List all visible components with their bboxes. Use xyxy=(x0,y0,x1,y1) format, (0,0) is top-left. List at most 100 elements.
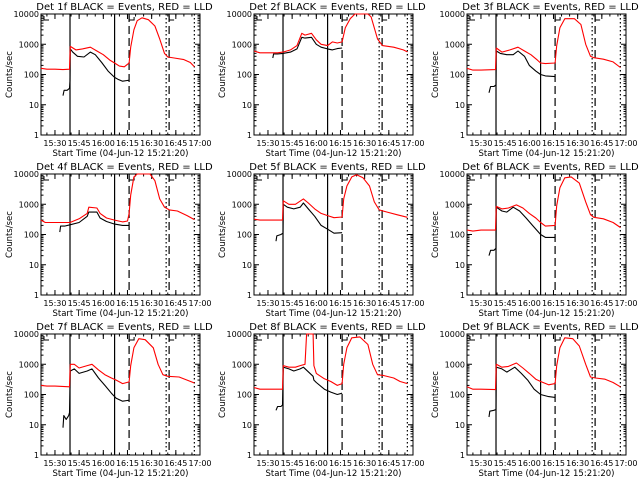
panel-title: Det 3f BLACK = Events, RED = LLD xyxy=(462,2,639,13)
y-tick-label: 10000 xyxy=(14,10,39,19)
x-tick-label: 16:00 xyxy=(305,139,328,148)
y-tick-label: 1 xyxy=(34,131,39,140)
interval-marker xyxy=(168,336,175,341)
y-tick-label: 100 xyxy=(450,231,465,240)
y-tick-label: 1000 xyxy=(19,200,39,209)
y-tick-label: 1 xyxy=(247,131,252,140)
x-tick-label: 16:45 xyxy=(590,139,613,148)
x-tick-label: 16:30 xyxy=(353,139,376,148)
interval-marker xyxy=(43,176,49,181)
y-tick-label: 10000 xyxy=(440,170,465,179)
y-tick-label: 100 xyxy=(237,391,252,400)
plot-frame xyxy=(40,13,201,136)
series-lld-line xyxy=(466,18,621,71)
x-tick-label: 15:45 xyxy=(281,299,304,308)
series-events-line xyxy=(488,206,556,256)
y-tick-label: 100 xyxy=(237,231,252,240)
x-tick-label: 16:00 xyxy=(518,299,541,308)
interval-marker xyxy=(128,16,135,21)
y-tick-label: 1 xyxy=(34,451,39,460)
x-tick-label: 16:30 xyxy=(353,299,376,308)
panel-title: Det 9f BLACK = Events, RED = LLD xyxy=(462,322,639,333)
y-tick-label: 10 xyxy=(242,261,252,270)
x-tick-label: 15:45 xyxy=(281,139,304,148)
panel-title: Det 8f BLACK = Events, RED = LLD xyxy=(249,322,426,333)
x-tick-label: 16:45 xyxy=(377,299,400,308)
interval-marker xyxy=(469,16,475,21)
x-tick-label: 15:30 xyxy=(469,299,492,308)
y-axis-label: Counts/sec xyxy=(431,371,441,418)
y-tick-label: 100 xyxy=(24,231,39,240)
x-tick-label: 16:15 xyxy=(329,459,352,468)
panel-svg: Det 9f BLACK = Events, RED = LLD 1 10 100 10… xyxy=(431,322,639,479)
x-tick-label: 16:45 xyxy=(164,459,187,468)
y-axis-label: Counts/sec xyxy=(5,51,15,98)
interval-marker xyxy=(594,336,601,341)
x-tick-label: 16:15 xyxy=(116,459,139,468)
y-tick-label: 1 xyxy=(460,291,465,300)
y-tick-label: 10000 xyxy=(227,170,252,179)
x-tick-label: 16:15 xyxy=(116,139,139,148)
y-tick-label: 10 xyxy=(455,261,465,270)
plot-frame xyxy=(253,333,414,456)
x-tick-label: 16:30 xyxy=(140,299,163,308)
panel-svg: Det 4f BLACK = Events, RED = LLD 1 10 100 10… xyxy=(5,162,213,319)
interval-marker xyxy=(256,16,262,21)
y-tick-label: 10 xyxy=(455,421,465,430)
panel-title: Det 4f BLACK = Events, RED = LLD xyxy=(36,162,213,173)
x-tick-label: 16:30 xyxy=(566,299,589,308)
panel-title: Det 5f BLACK = Events, RED = LLD xyxy=(249,162,426,173)
plot-frame xyxy=(253,13,414,136)
x-tick-label: 15:30 xyxy=(256,299,279,308)
x-tick-label: 17:00 xyxy=(188,459,211,468)
series-lld-line xyxy=(40,17,195,71)
interval-marker xyxy=(381,176,388,181)
interval-marker xyxy=(256,336,262,341)
interval-marker xyxy=(168,176,175,181)
series-lld-line xyxy=(40,173,195,224)
x-tick-label: 16:15 xyxy=(542,139,565,148)
x-tick-label: 16:00 xyxy=(92,139,115,148)
y-tick-label: 10000 xyxy=(227,10,252,19)
x-tick-label: 15:30 xyxy=(469,459,492,468)
panel-det-1: Det 1f BLACK = Events, RED = LLD 1 10 100 10… xyxy=(0,0,213,160)
y-tick-label: 10 xyxy=(242,421,252,430)
series-lld-line xyxy=(466,176,621,232)
x-axis-label: Start Time (04-Jun-12 15:21:20) xyxy=(53,149,189,159)
y-tick-label: 100 xyxy=(450,391,465,400)
y-axis-label: Counts/sec xyxy=(5,211,15,258)
y-axis-label: Counts/sec xyxy=(218,211,228,258)
plot-frame xyxy=(466,173,627,296)
series-events-line xyxy=(488,366,556,418)
x-tick-label: 15:30 xyxy=(43,139,66,148)
x-tick-label: 16:00 xyxy=(305,299,328,308)
x-tick-label: 16:15 xyxy=(116,299,139,308)
series-events-line xyxy=(62,368,130,428)
x-tick-label: 16:00 xyxy=(92,299,115,308)
x-tick-label: 15:45 xyxy=(494,459,517,468)
interval-marker xyxy=(381,336,388,341)
y-tick-label: 1 xyxy=(34,291,39,300)
x-tick-label: 15:45 xyxy=(68,139,91,148)
panel-det-9: Det 9f BLACK = Events, RED = LLD 1 10 100 10… xyxy=(426,320,639,480)
x-tick-label: 17:00 xyxy=(401,299,424,308)
x-axis-label: Start Time (04-Jun-12 15:21:20) xyxy=(53,309,189,319)
y-tick-label: 10000 xyxy=(14,170,39,179)
panel-title: Det 1f BLACK = Events, RED = LLD xyxy=(36,2,213,13)
panel-title: Det 6f BLACK = Events, RED = LLD xyxy=(462,162,639,173)
y-tick-label: 1000 xyxy=(232,40,252,49)
x-tick-label: 17:00 xyxy=(188,139,211,148)
plot-frame xyxy=(40,333,201,456)
y-tick-label: 10000 xyxy=(14,330,39,339)
x-tick-label: 16:45 xyxy=(164,299,187,308)
x-axis-label: Start Time (04-Jun-12 15:21:20) xyxy=(479,469,615,479)
plot-frame xyxy=(253,173,414,296)
series-lld-line xyxy=(253,333,408,390)
interval-marker xyxy=(341,336,348,341)
x-tick-label: 17:00 xyxy=(614,459,637,468)
x-tick-label: 15:30 xyxy=(256,459,279,468)
y-tick-label: 1000 xyxy=(445,40,465,49)
series-events-line xyxy=(488,50,556,93)
interval-marker xyxy=(594,176,601,181)
interval-marker xyxy=(469,176,475,181)
